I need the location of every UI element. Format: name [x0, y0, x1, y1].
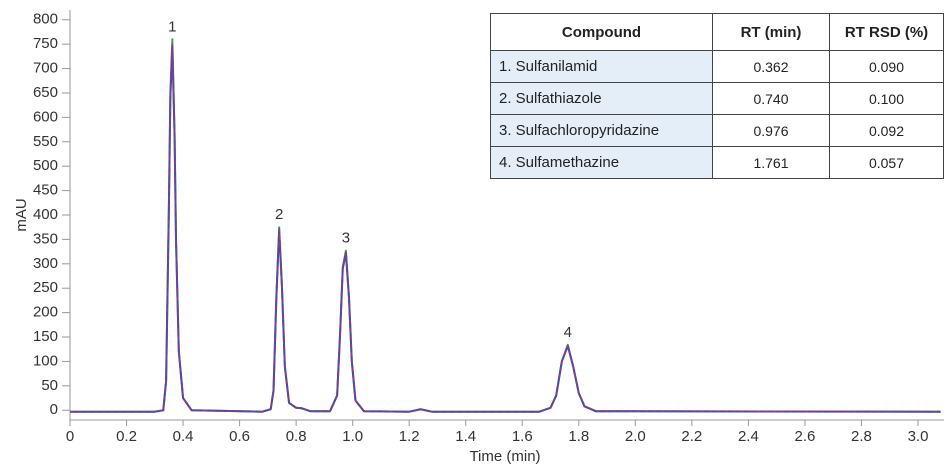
- table: Compound RT (min) RT RSD (%) 1. Sulfanil…: [490, 13, 944, 179]
- y-tick-label: 300: [33, 255, 58, 272]
- cell: 0.362: [712, 50, 830, 83]
- x-axis-label: Time (min): [469, 448, 540, 465]
- x-tick-label: 1.6: [512, 428, 533, 445]
- table-header: Compound RT (min) RT RSD (%): [490, 13, 944, 51]
- x-tick-label: 1.0: [342, 428, 363, 445]
- table-row: 3. Sulfachloropyridazine 0.976 0.092: [490, 114, 944, 147]
- cell: 0.090: [829, 50, 944, 83]
- y-tick-label: 0: [50, 401, 58, 418]
- x-tick-label: 0.6: [229, 428, 250, 445]
- cell: 1.761: [712, 146, 830, 179]
- x-tick-label: 2.8: [851, 428, 872, 445]
- x-tick-label: 2.6: [795, 428, 816, 445]
- y-tick-label: 700: [33, 60, 58, 77]
- table-row: 4. Sulfamethazine 1.761 0.057: [490, 146, 944, 179]
- peak-label: 4: [564, 324, 572, 341]
- y-tick-label: 350: [33, 230, 58, 247]
- peak-label: 2: [275, 206, 283, 223]
- y-tick-label: 800: [33, 11, 58, 28]
- peak-label: 3: [342, 230, 350, 247]
- cell: 0.092: [829, 114, 944, 147]
- x-tick-label: 0.8: [286, 428, 307, 445]
- x-tick-label: 2.4: [738, 428, 759, 445]
- y-tick-label: 600: [33, 108, 58, 125]
- y-tick-label: 450: [33, 182, 58, 199]
- cell: 0.976: [712, 114, 830, 147]
- table-row: 1. Sulfanilamid 0.362 0.090: [490, 50, 944, 83]
- x-tick-label: 2.0: [625, 428, 646, 445]
- x-tick-label: 1.4: [455, 428, 476, 445]
- cell: 0.057: [829, 146, 944, 179]
- y-tick-label: 100: [33, 352, 58, 369]
- y-tick-label: 750: [33, 35, 58, 52]
- x-tick-label: 1.8: [568, 428, 589, 445]
- y-tick-label: 150: [33, 328, 58, 345]
- header-cell: RT (min): [712, 13, 830, 51]
- x-tick-label: 0.2: [116, 428, 137, 445]
- cell: 4. Sulfamethazine: [490, 146, 713, 179]
- cell: 1. Sulfanilamid: [490, 50, 713, 83]
- y-tick-label: 500: [33, 157, 58, 174]
- y-tick-label: 250: [33, 279, 58, 296]
- y-tick-label: 650: [33, 84, 58, 101]
- x-tick-label: 0.4: [173, 428, 194, 445]
- y-tick-label: 400: [33, 206, 58, 223]
- x-tick-label: 2.2: [681, 428, 702, 445]
- trace: [70, 43, 941, 413]
- y-tick-label: 50: [41, 377, 58, 394]
- y-tick-label: 200: [33, 304, 58, 321]
- header-cell: RT RSD (%): [829, 13, 944, 51]
- x-tick-label: 1.2: [399, 428, 420, 445]
- y-axis-label: mAU: [13, 198, 30, 231]
- header-cell: Compound: [490, 13, 713, 51]
- peak-label: 1: [168, 18, 176, 35]
- cell: 0.100: [829, 82, 944, 115]
- cell: 2. Sulfathiazole: [490, 82, 713, 115]
- cell: 0.740: [712, 82, 830, 115]
- cell: 3. Sulfachloropyridazine: [490, 114, 713, 147]
- y-tick-label: 550: [33, 133, 58, 150]
- x-tick-label: 3.0: [908, 428, 929, 445]
- x-tick-label: 0: [66, 428, 74, 445]
- table-row: 2. Sulfathiazole 0.740 0.100: [490, 82, 944, 115]
